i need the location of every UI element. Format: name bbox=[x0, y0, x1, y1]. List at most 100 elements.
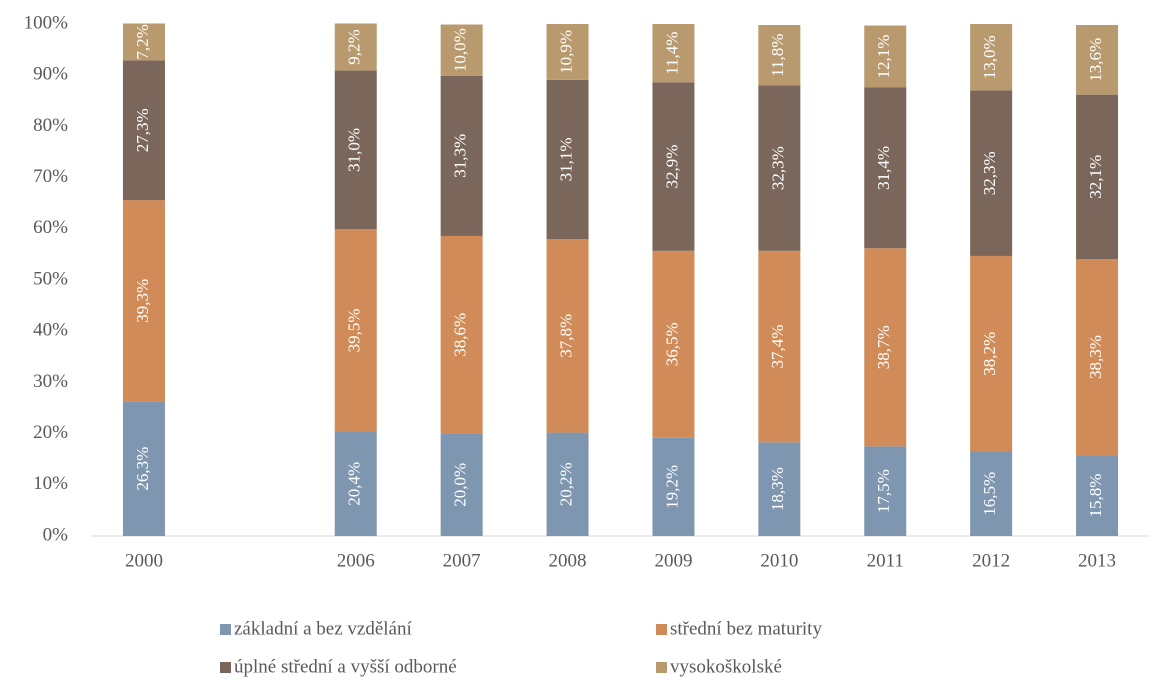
y-tick-label: 10% bbox=[33, 473, 68, 494]
y-tick-label: 100% bbox=[24, 12, 69, 33]
bar-segment bbox=[122, 23, 165, 61]
legend-label: střední bez maturity bbox=[670, 618, 822, 639]
value-label: 18,3% bbox=[768, 467, 787, 511]
value-label: 20,4% bbox=[345, 462, 364, 506]
y-tick-label: 0% bbox=[43, 524, 69, 545]
value-label: 31,4% bbox=[874, 146, 893, 190]
bar-segment bbox=[1076, 25, 1119, 95]
bar-segment bbox=[546, 432, 589, 536]
y-tick-label: 40% bbox=[33, 320, 68, 341]
bar-segment bbox=[758, 25, 801, 86]
y-tick-label: 60% bbox=[33, 217, 68, 238]
bar-segment bbox=[334, 70, 377, 230]
value-label: 11,8% bbox=[768, 34, 787, 77]
value-label: 7,2% bbox=[133, 24, 152, 59]
value-label: 13,6% bbox=[1086, 38, 1105, 82]
value-label: 38,6% bbox=[451, 313, 470, 357]
value-label: 32,3% bbox=[768, 146, 787, 190]
legend-label: úplné střední a vyšší odborné bbox=[234, 656, 457, 677]
bar-segment bbox=[970, 90, 1013, 256]
bar-segment bbox=[864, 25, 907, 88]
bar-segment bbox=[334, 23, 377, 71]
legend-swatch bbox=[220, 624, 231, 635]
value-label: 31,3% bbox=[451, 134, 470, 178]
x-tick-label: 2010 bbox=[760, 550, 798, 571]
bar-segment bbox=[864, 248, 907, 447]
x-tick-label: 2006 bbox=[337, 550, 375, 571]
value-label: 26,3% bbox=[133, 447, 152, 491]
bar-segment bbox=[864, 87, 907, 249]
bar-segment bbox=[122, 401, 165, 536]
x-tick-label: 2012 bbox=[972, 550, 1010, 571]
value-label: 12,1% bbox=[874, 35, 893, 79]
legend-swatch bbox=[656, 662, 667, 673]
value-label: 38,3% bbox=[1086, 335, 1105, 379]
value-label: 31,0% bbox=[345, 128, 364, 172]
value-label: 20,0% bbox=[451, 463, 470, 507]
bar-segment bbox=[440, 75, 483, 236]
y-tick-label: 80% bbox=[33, 115, 68, 136]
value-label: 32,3% bbox=[980, 151, 999, 195]
bar-segment bbox=[1076, 94, 1119, 260]
value-label: 15,8% bbox=[1086, 474, 1105, 518]
value-label: 20,2% bbox=[556, 462, 575, 506]
bar-segment bbox=[970, 24, 1013, 91]
x-tick-label: 2013 bbox=[1078, 550, 1116, 571]
y-tick-label: 90% bbox=[33, 64, 68, 85]
x-tick-label: 2008 bbox=[549, 550, 587, 571]
bar-segment bbox=[970, 451, 1013, 536]
value-label: 32,9% bbox=[662, 145, 681, 189]
value-label: 13,0% bbox=[980, 35, 999, 79]
y-tick-label: 70% bbox=[33, 166, 68, 187]
legend-swatch bbox=[220, 662, 231, 673]
value-label: 19,2% bbox=[662, 465, 681, 509]
value-label: 11,4% bbox=[662, 32, 681, 75]
value-label: 9,2% bbox=[345, 29, 364, 64]
value-label: 10,9% bbox=[556, 30, 575, 74]
bar-segment bbox=[334, 431, 377, 536]
value-label: 32,1% bbox=[1086, 155, 1105, 199]
value-label: 31,1% bbox=[556, 137, 575, 181]
x-tick-label: 2009 bbox=[654, 550, 692, 571]
bar-segment bbox=[440, 433, 483, 536]
value-label: 10,0% bbox=[451, 28, 470, 72]
bar-segment bbox=[440, 235, 483, 434]
bar-segment bbox=[440, 24, 483, 76]
bar-segment bbox=[546, 24, 589, 80]
x-tick-label: 2007 bbox=[443, 550, 481, 571]
value-label: 17,5% bbox=[874, 469, 893, 513]
y-tick-label: 20% bbox=[33, 422, 68, 443]
y-tick-label: 30% bbox=[33, 371, 68, 392]
y-tick-label: 50% bbox=[33, 268, 68, 289]
bar-segment bbox=[652, 82, 695, 251]
bar-segment bbox=[758, 442, 801, 536]
bar-segment bbox=[1076, 455, 1119, 536]
x-tick-label: 2000 bbox=[125, 550, 163, 571]
bar-segment bbox=[758, 85, 801, 251]
value-label: 27,3% bbox=[133, 108, 152, 152]
bar-segment bbox=[546, 79, 589, 240]
legend-label: základní a bez vzdělání bbox=[234, 618, 412, 639]
value-label: 37,4% bbox=[768, 325, 787, 369]
value-label: 36,5% bbox=[662, 322, 681, 366]
bar-segment bbox=[122, 200, 165, 402]
bar-segment bbox=[970, 255, 1013, 452]
bar-segment bbox=[334, 229, 377, 432]
bar-segment bbox=[1076, 259, 1119, 456]
value-label: 37,8% bbox=[556, 314, 575, 358]
bar-segment bbox=[546, 239, 589, 433]
bar-segment bbox=[652, 437, 695, 536]
value-label: 39,3% bbox=[133, 279, 152, 323]
bar-segment bbox=[652, 24, 695, 83]
legend-swatch bbox=[656, 624, 667, 635]
bar-segment bbox=[652, 250, 695, 438]
bar-segment bbox=[758, 250, 801, 443]
value-label: 16,5% bbox=[980, 472, 999, 516]
legend-label: vysokoškolské bbox=[670, 656, 782, 677]
value-label: 39,5% bbox=[345, 308, 364, 352]
value-label: 38,7% bbox=[874, 325, 893, 369]
bar-segment bbox=[864, 446, 907, 536]
bar-segment bbox=[122, 60, 165, 201]
x-tick-label: 2011 bbox=[867, 550, 904, 571]
